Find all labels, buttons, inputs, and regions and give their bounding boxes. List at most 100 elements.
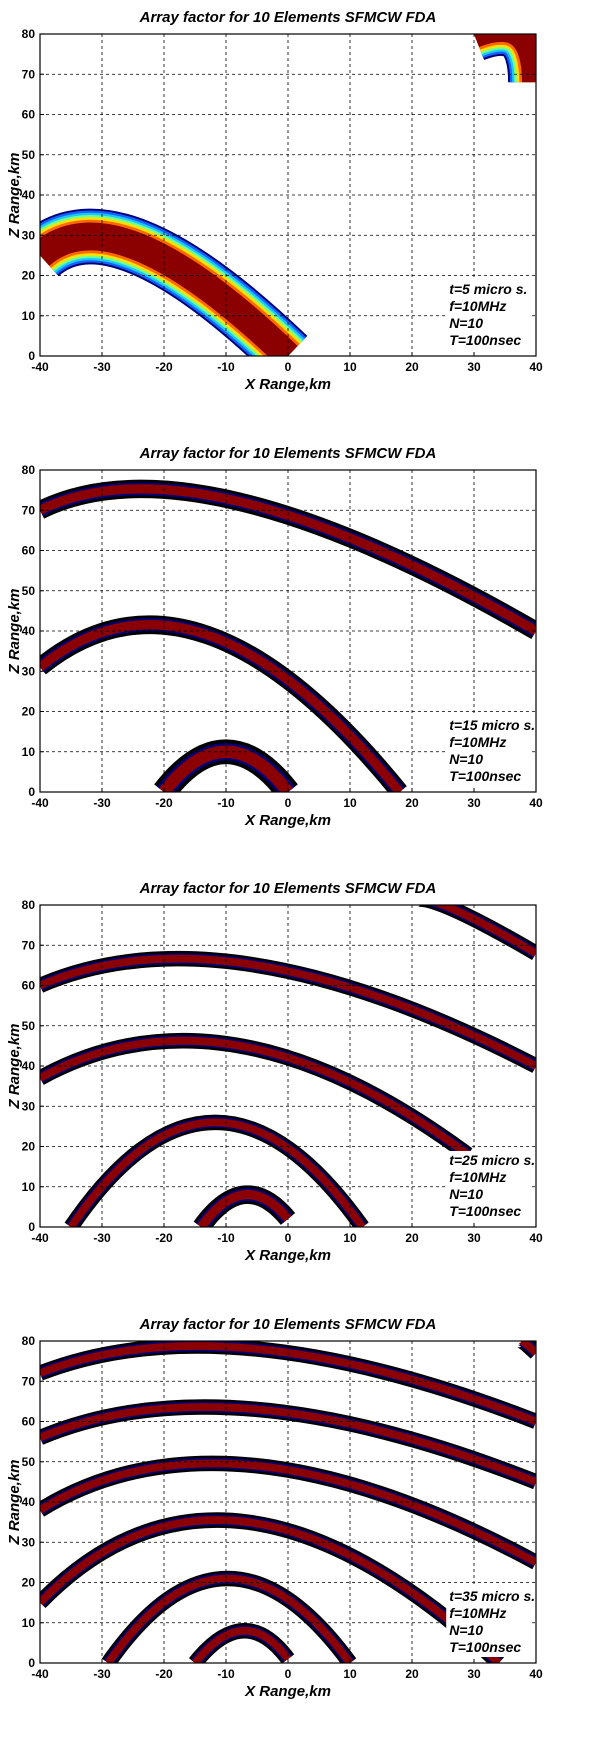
ring-band	[40, 1515, 502, 1663]
x-tick-label: 20	[405, 1231, 419, 1245]
x-tick-label: 30	[467, 1231, 481, 1245]
x-tick-label: -20	[155, 796, 173, 810]
annotation-line: N=10	[449, 315, 483, 331]
ring-band	[40, 1402, 536, 1485]
ring-band	[40, 1036, 471, 1158]
ring-3	[40, 1033, 473, 1161]
x-tick-label: 10	[343, 796, 357, 810]
x-tick-label: 0	[285, 796, 292, 810]
y-tick-label: 70	[22, 1374, 36, 1388]
x-tick-label: 0	[285, 360, 292, 374]
ring-band	[40, 1458, 536, 1566]
y-tick-label: 50	[22, 1019, 36, 1033]
y-tick-label: 30	[22, 1535, 36, 1549]
x-tick-label: -40	[31, 1667, 49, 1681]
ring-band	[514, 1340, 536, 1356]
annotation-box	[446, 1586, 531, 1657]
ring-band	[67, 1118, 366, 1227]
x-tick-label: 40	[529, 1667, 543, 1681]
grid	[40, 469, 536, 792]
annotation-line: T=100nsec	[449, 768, 521, 784]
x-tick-label: 30	[467, 1667, 481, 1681]
ring-3	[40, 1511, 505, 1663]
annotation-line: T=100nsec	[449, 1639, 521, 1655]
x-axis-label: X Range,km	[244, 812, 331, 829]
y-tick-label: 40	[22, 624, 36, 638]
ring-layer	[40, 1340, 536, 1663]
chart-svg-3: -40 -30 -20 -10 0 10 20 30 40 0 10 20 30 40 50 60 70 80 Ar…	[6, 880, 543, 1264]
chart-svg-2: -40 -30 -20 -10 0 10 20 30 40 0 10 20 30 40 50 60 70 80 Ar…	[6, 445, 543, 829]
y-tick-label: 40	[22, 188, 36, 202]
x-tick-label: 40	[529, 360, 543, 374]
ring-1	[193, 1185, 296, 1227]
y-tick-label: 20	[22, 1575, 36, 1589]
chart-panel-2: -40 -30 -20 -10 0 10 20 30 40 0 10 20 30 40 50 60 70 80 Ar…	[0, 436, 601, 872]
ring-layer	[40, 479, 536, 792]
x-tick-label: -20	[155, 1667, 173, 1681]
x-tick-label: 10	[343, 1231, 357, 1245]
ring-2	[64, 1114, 369, 1227]
y-tick-label: 60	[22, 108, 36, 122]
annotation-line: N=10	[449, 1186, 483, 1202]
y-tick-label: 0	[28, 1656, 35, 1670]
ring-5	[40, 1398, 536, 1489]
annotation-line: f=10MHz	[449, 1169, 506, 1185]
annotation-line: T=100nsec	[449, 1203, 521, 1219]
ring-band	[40, 1341, 536, 1425]
x-tick-label: 30	[467, 360, 481, 374]
x-tick-label: -10	[217, 796, 235, 810]
x-tick-label: -30	[93, 796, 111, 810]
chart-svg-1: -40 -30 -20 -10 0 10 20 30 40 0 10 20 30 40 50 60 70 80 Ar…	[6, 9, 543, 393]
y-tick-label: 30	[22, 664, 36, 678]
ring-band	[197, 1190, 292, 1227]
annotation-line: t=25 micro s.	[449, 1152, 535, 1168]
y-tick-label: 0	[28, 1220, 35, 1234]
x-tick-label: -20	[155, 1231, 173, 1245]
annotation-line: N=10	[449, 751, 483, 767]
annotation-line: t=35 micro s.	[449, 1588, 535, 1604]
annotation-line: f=10MHz	[449, 734, 506, 750]
y-tick-label: 40	[22, 1495, 36, 1509]
x-tick-label: -20	[155, 360, 173, 374]
y-axis-label: Z Range,km	[6, 1023, 23, 1109]
y-tick-label: 80	[22, 1334, 36, 1348]
y-tick-label: 50	[22, 1454, 36, 1468]
annotation-line: N=10	[449, 1622, 483, 1638]
y-tick-label: 40	[22, 1059, 36, 1073]
y-tick-label: 20	[22, 269, 36, 283]
annotation-box	[446, 1151, 531, 1221]
x-tick-label: -10	[217, 360, 235, 374]
ring-band	[105, 1574, 354, 1663]
grid	[40, 905, 536, 1227]
annotation-box	[446, 280, 531, 350]
y-tick-label: 10	[22, 744, 36, 758]
x-tick-label: 10	[343, 1667, 357, 1681]
x-tick-label: 20	[405, 796, 419, 810]
x-tick-label: 40	[529, 1231, 543, 1245]
x-tick-label: 0	[285, 1667, 292, 1681]
ring-6	[40, 1340, 536, 1429]
x-axis-label: X Range,km	[244, 376, 331, 393]
ring-band	[40, 619, 404, 792]
annotation-line: T=100nsec	[449, 332, 521, 348]
chart-title: Array factor for 10 Elements SFMCW FDA	[139, 445, 437, 462]
ring-band	[40, 954, 536, 1070]
x-tick-label: -10	[217, 1667, 235, 1681]
x-tick-label: -30	[93, 360, 111, 374]
y-tick-label: 50	[22, 148, 36, 162]
ring-4	[40, 950, 536, 1073]
y-tick-label: 80	[22, 898, 36, 912]
y-tick-label: 10	[22, 309, 36, 323]
annotation-line: f=10MHz	[449, 298, 506, 314]
x-tick-label: -30	[93, 1231, 111, 1245]
ring-1	[40, 208, 308, 356]
y-tick-label: 30	[22, 228, 36, 242]
y-tick-label: 50	[22, 583, 36, 597]
y-tick-label: 30	[22, 1099, 36, 1113]
ring-7	[510, 1340, 536, 1359]
y-tick-label: 10	[22, 1615, 36, 1629]
chart-title: Array factor for 10 Elements SFMCW FDA	[139, 880, 437, 897]
x-tick-label: 0	[285, 1231, 292, 1245]
y-axis-label: Z Range,km	[6, 1459, 23, 1545]
